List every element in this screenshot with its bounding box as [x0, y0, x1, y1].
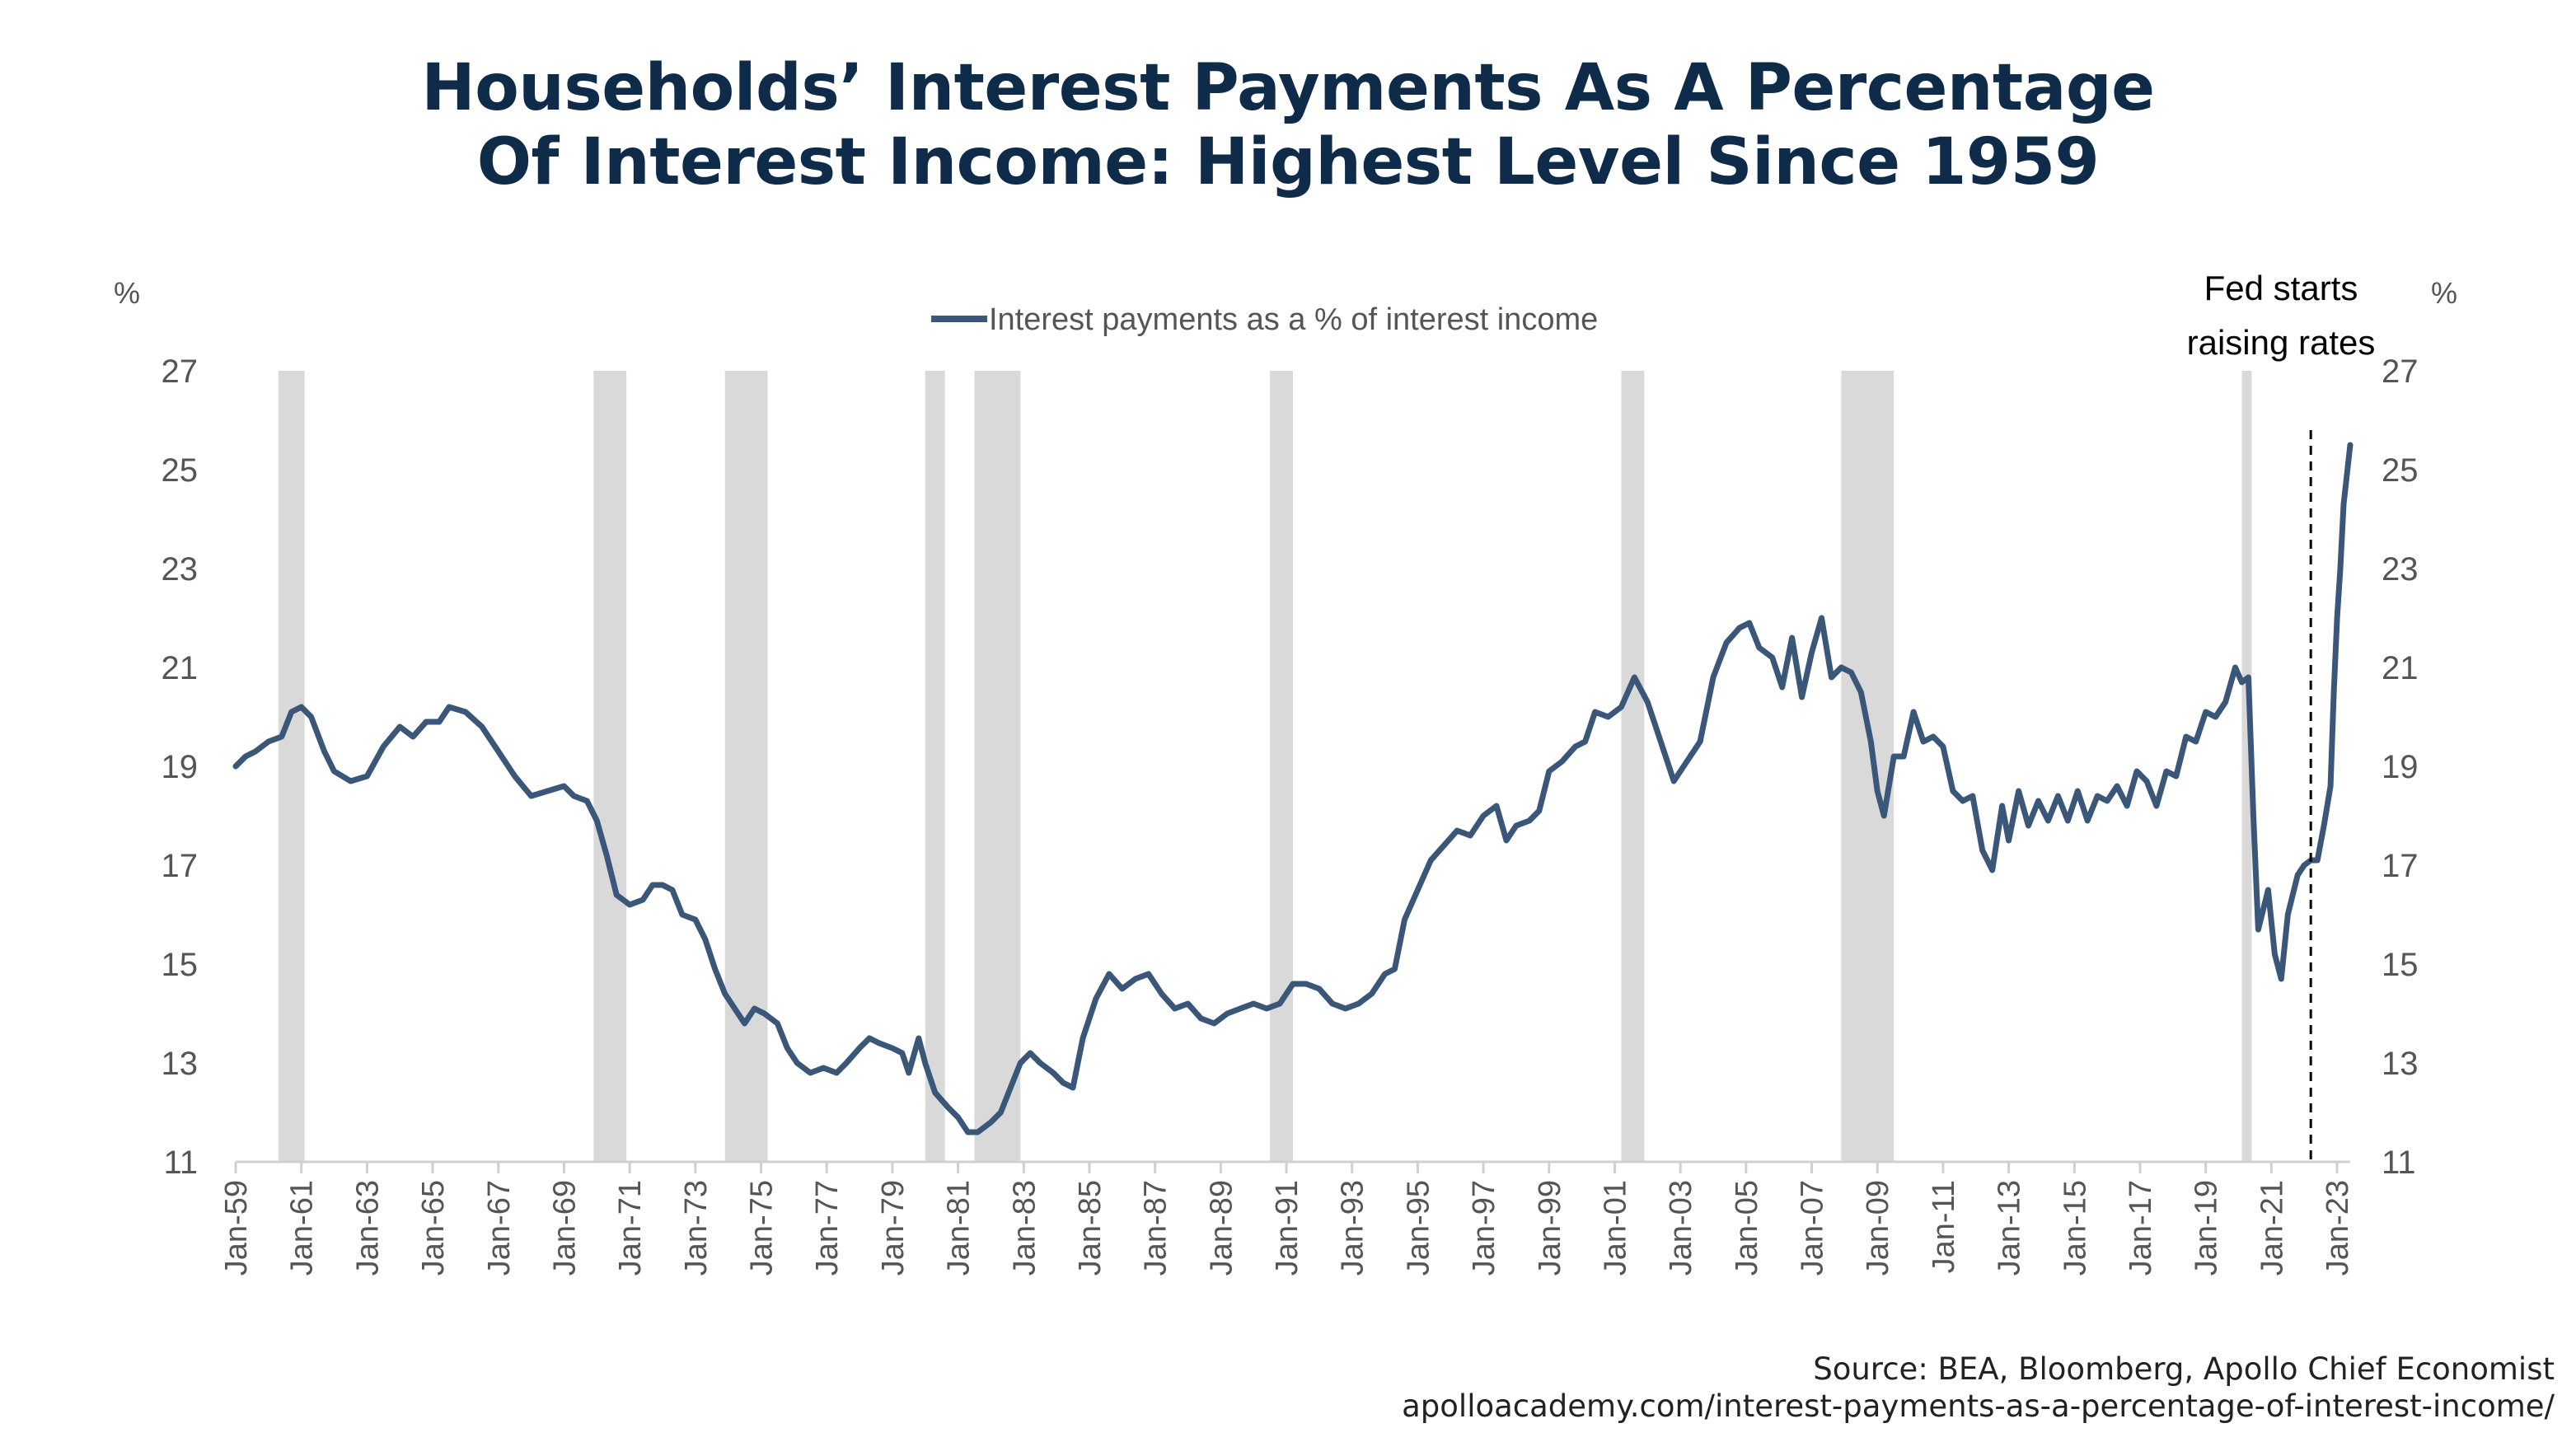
x-tick-label: Jan-77	[810, 1180, 845, 1276]
legend-label: Interest payments as a % of interest inc…	[989, 302, 1598, 337]
x-tick-label: Jan-73	[679, 1180, 714, 1276]
x-tick-label: Jan-89	[1204, 1180, 1239, 1276]
y-tick-label-left: 11	[163, 1145, 198, 1181]
y-tick-label-left: 21	[162, 650, 199, 686]
y-tick-label-right: 25	[2382, 452, 2419, 489]
y-tick-label-left: 27	[162, 353, 199, 390]
chart-title-line-1: Households’ Interest Payments As A Perce…	[421, 51, 2155, 125]
x-tick-label: Jan-11	[1927, 1180, 1961, 1273]
x-tick-label: Jan-05	[1730, 1180, 1764, 1276]
legend: Interest payments as a % of interest inc…	[931, 302, 1598, 337]
x-tick-label: Jan-23	[2321, 1180, 2355, 1276]
y-tick-label-left: 15	[162, 947, 199, 983]
y-tick-label-right: 19	[2382, 749, 2419, 785]
y-tick-label-left: 19	[162, 749, 199, 785]
y-tick-label-right: 27	[2382, 353, 2419, 390]
x-tick-label: Jan-61	[285, 1180, 320, 1276]
x-tick-label: Jan-67	[482, 1180, 517, 1276]
x-tick-label: Jan-07	[1796, 1180, 1830, 1276]
series-lines	[232, 442, 2354, 1135]
x-tick-label: Jan-17	[2124, 1180, 2158, 1276]
recession-band	[1270, 371, 1293, 1162]
x-tick-label: Jan-81	[942, 1180, 977, 1276]
x-tick-label: Jan-21	[2255, 1180, 2289, 1276]
y-tick-label-left: 17	[162, 848, 199, 884]
x-tick-label: Jan-99	[1533, 1180, 1567, 1276]
x-tick-label: Jan-69	[547, 1180, 582, 1276]
annotation-text: Fed starts	[2204, 269, 2358, 307]
annotation-text: raising rates	[2187, 323, 2376, 362]
y-tick-label-right: 23	[2382, 551, 2419, 588]
x-tick-label: Jan-03	[1664, 1180, 1698, 1276]
x-tick-label: Jan-83	[1007, 1180, 1042, 1276]
y-tick-label-right: 17	[2382, 848, 2419, 884]
x-tick-label: Jan-09	[1861, 1180, 1895, 1276]
x-tick-label: Jan-95	[1401, 1180, 1436, 1276]
chart-title: Households’ Interest Payments As A Perce…	[0, 51, 2576, 199]
source-note: Source: BEA, Bloomberg, Apollo Chief Eco…	[1813, 1351, 2555, 1387]
recession-band	[1841, 371, 1895, 1162]
recession-bands	[278, 371, 2252, 1162]
recession-band	[278, 371, 305, 1162]
x-tick-label: Jan-85	[1073, 1180, 1108, 1276]
y-tick-label-left: 25	[162, 452, 199, 489]
x-tick-label: Jan-65	[416, 1180, 451, 1276]
y-tick-label-right: 21	[2382, 650, 2419, 686]
y-axis-unit-left: %	[114, 276, 140, 310]
y-tick-label-right: 15	[2382, 947, 2419, 983]
recession-band	[925, 371, 945, 1162]
source-url: apolloacademy.com/interest-payments-as-a…	[1402, 1388, 2555, 1424]
x-tick-label: Jan-01	[1598, 1180, 1632, 1276]
x-tick-label: Jan-91	[1270, 1180, 1304, 1276]
axes: 11 11 13 13 15 15 17 17 19 19 21 21 23 23 25 25 27 27% % Ja…	[114, 276, 2457, 1276]
x-tick-label: Jan-79	[876, 1180, 911, 1276]
recession-band	[1621, 371, 1645, 1162]
x-tick-label: Jan-93	[1336, 1180, 1370, 1276]
x-tick-label: Jan-13	[1993, 1180, 2027, 1276]
x-tick-label: Jan-75	[745, 1180, 780, 1276]
y-axis-unit-right: %	[2431, 276, 2457, 310]
y-tick-label-left: 13	[162, 1046, 199, 1082]
x-tick-label: Jan-63	[350, 1180, 385, 1276]
fed-annotation: Fed starts raising rates	[2187, 269, 2376, 1162]
y-tick-label-right: 13	[2382, 1046, 2419, 1082]
x-tick-label: Jan-71	[613, 1180, 648, 1276]
x-tick-label: Jan-87	[1139, 1180, 1173, 1276]
series-line	[232, 442, 2354, 1135]
chart-title-line-2: Of Interest Income: Highest Level Since …	[476, 125, 2100, 199]
recession-band	[724, 371, 768, 1162]
x-tick-label: Jan-19	[2190, 1180, 2224, 1276]
recession-band	[593, 371, 627, 1162]
recession-band	[2241, 371, 2252, 1162]
y-tick-label-left: 23	[162, 551, 199, 588]
x-tick-label: Jan-97	[1467, 1180, 1501, 1276]
recession-band	[974, 371, 1021, 1162]
x-tick-label: Jan-15	[2058, 1180, 2092, 1276]
x-tick-label: Jan-59	[219, 1180, 254, 1276]
y-tick-label-right: 11	[2382, 1145, 2416, 1181]
